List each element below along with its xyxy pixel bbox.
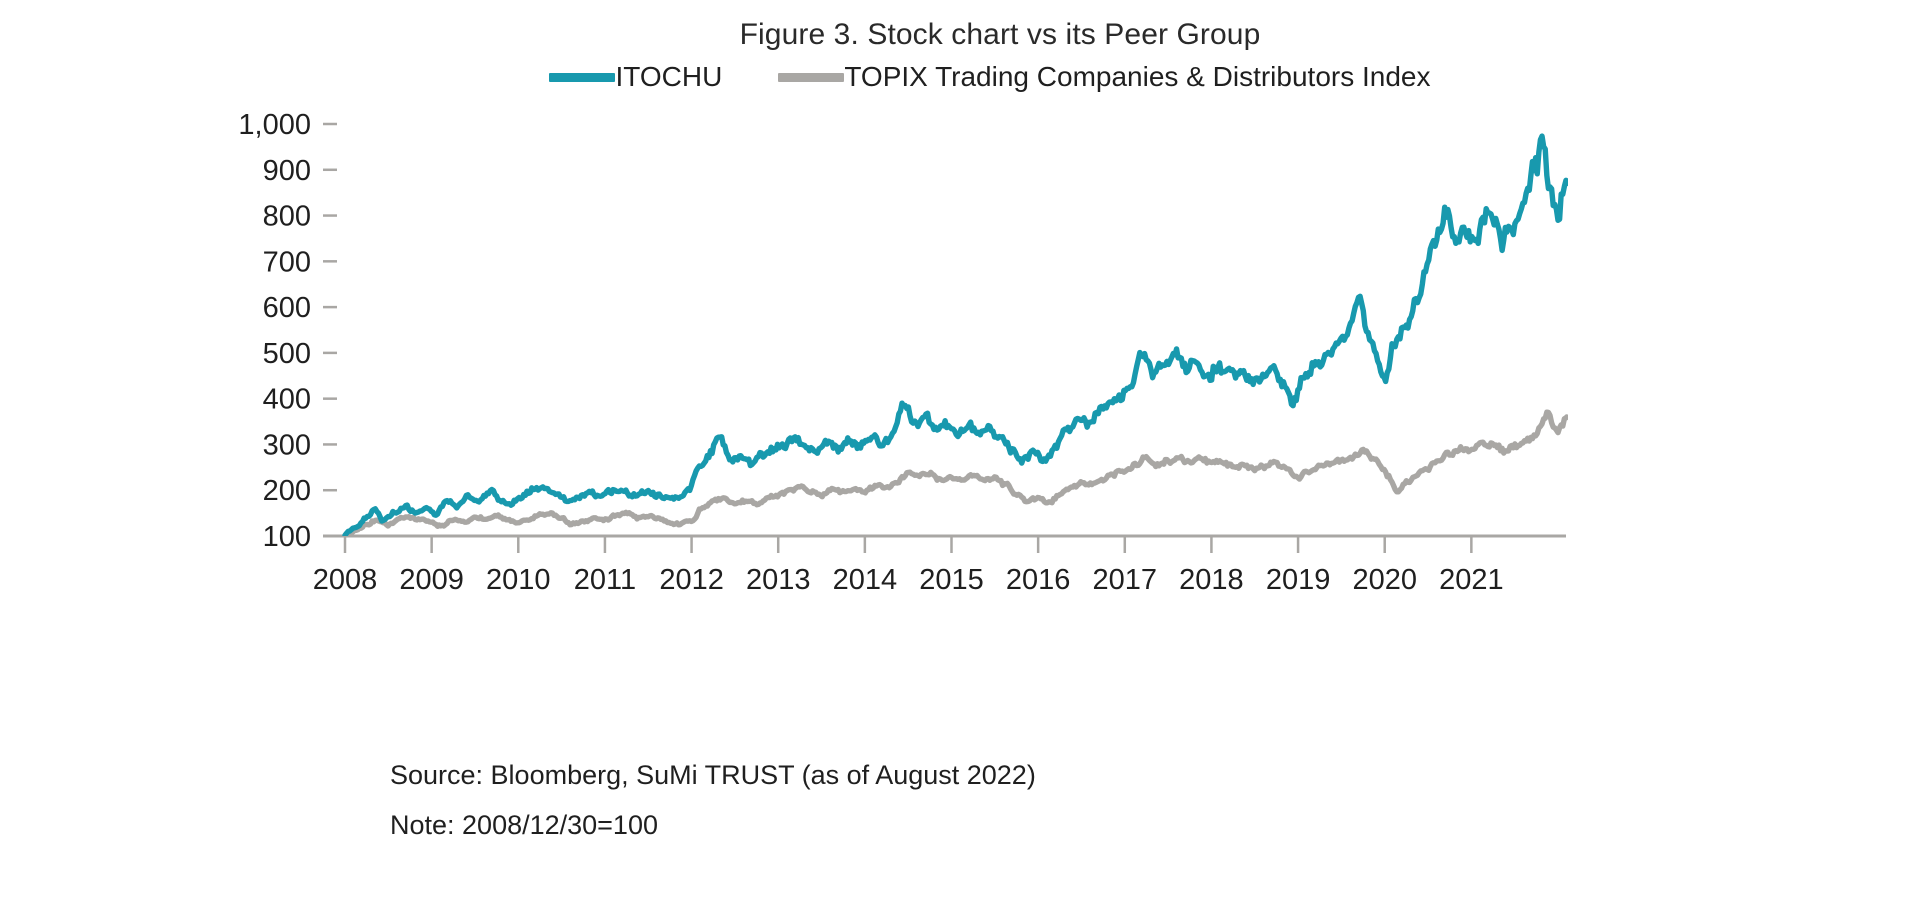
chart-legend: ITOCHU TOPIX Trading Companies & Distrib… bbox=[0, 63, 1920, 91]
y-axis-tick-label: 500 bbox=[263, 338, 311, 370]
y-axis-tick-label: 800 bbox=[263, 201, 311, 233]
y-axis-tick-label: 300 bbox=[263, 429, 311, 461]
legend-swatch-itochu bbox=[549, 72, 616, 82]
x-axis-tick-label: 2018 bbox=[1179, 564, 1244, 596]
legend-label-topix: TOPIX Trading Companies & Distributors I… bbox=[844, 61, 1431, 92]
x-axis-tick-label: 2008 bbox=[313, 564, 378, 596]
page-title: Figure 3. Stock chart vs its Peer Group bbox=[739, 18, 1261, 51]
legend-item-topix: TOPIX Trading Companies & Distributors I… bbox=[778, 61, 1431, 92]
x-axis-tick-label: 2015 bbox=[919, 564, 984, 596]
y-axis-tick-label: 600 bbox=[263, 292, 311, 324]
base-note: Note: 2008/12/30=100 bbox=[390, 810, 658, 840]
source-note: Source: Bloomberg, SuMi TRUST (as of Aug… bbox=[390, 760, 1036, 790]
x-axis-tick-label: 2021 bbox=[1439, 564, 1504, 596]
x-axis-tick-label: 2009 bbox=[399, 564, 464, 596]
x-axis-tick-label: 2020 bbox=[1352, 564, 1417, 596]
y-axis-tick-label: 700 bbox=[263, 246, 311, 278]
y-axis-tick-label: 200 bbox=[263, 475, 311, 507]
series-line-itochu bbox=[342, 133, 1568, 536]
x-axis-tick-label: 2019 bbox=[1266, 564, 1331, 596]
y-axis-tick-label: 1,000 bbox=[238, 109, 311, 141]
x-axis-tick-label: 2013 bbox=[746, 564, 811, 596]
x-axis-tick-label: 2017 bbox=[1093, 564, 1158, 596]
line-chart-svg: 100 200 300 400 500 600 700 800 900 1,000 2008 2009… bbox=[238, 109, 1568, 596]
x-axis-tick-label: 2010 bbox=[486, 564, 551, 596]
footnotes: Source: Bloomberg, SuMi TRUST (as of Aug… bbox=[390, 762, 1590, 862]
legend-label-itochu: ITOCHU bbox=[615, 61, 723, 92]
y-axis-tick-label: 100 bbox=[263, 521, 311, 553]
y-axis-tick-label: 400 bbox=[263, 384, 311, 416]
x-axis-tick-label: 2016 bbox=[1006, 564, 1071, 596]
series-line-topix bbox=[342, 409, 1568, 536]
legend-item-itochu: ITOCHU bbox=[549, 63, 722, 91]
x-axis-tick-label: 2012 bbox=[659, 564, 724, 596]
legend-swatch-topix bbox=[778, 72, 845, 82]
x-axis-tick-label: 2014 bbox=[833, 564, 898, 596]
plot-area: 100 200 300 400 500 600 700 800 900 1,000 2008 2009… bbox=[0, 104, 1920, 604]
x-axis-tick-label: 2011 bbox=[574, 564, 636, 596]
y-axis-tick-label: 900 bbox=[263, 155, 311, 187]
